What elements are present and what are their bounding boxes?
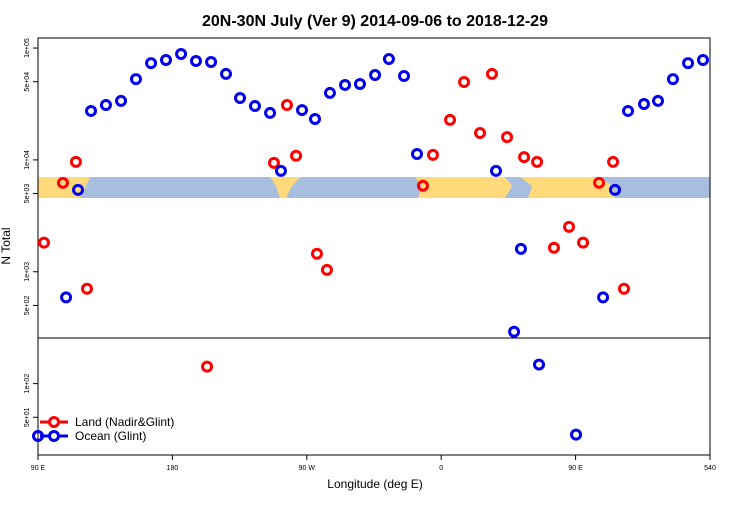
- point: [264, 106, 277, 119]
- point: [320, 263, 333, 276]
- x-tick-label: 90 E: [31, 465, 46, 472]
- point: [310, 247, 323, 260]
- x-tick-label: 0: [439, 465, 443, 472]
- point: [637, 98, 650, 111]
- point: [72, 183, 85, 196]
- legend-label: Ocean (Glint): [75, 429, 146, 443]
- point: [280, 98, 293, 111]
- point: [56, 176, 69, 189]
- legend-marker: [48, 416, 60, 428]
- point: [309, 113, 322, 126]
- point: [290, 149, 303, 162]
- point: [652, 94, 665, 107]
- point: [267, 156, 280, 169]
- point: [69, 155, 82, 168]
- y-tick-label: 5e+03: [24, 184, 31, 204]
- point: [99, 98, 112, 111]
- point: [159, 54, 172, 67]
- y-tick-label: 5e+04: [24, 72, 31, 92]
- point: [426, 148, 439, 161]
- map-strip: [38, 177, 710, 198]
- point: [577, 236, 590, 249]
- point: [682, 57, 695, 70]
- point: [296, 104, 309, 117]
- point: [37, 236, 50, 249]
- point: [617, 282, 630, 295]
- point: [369, 69, 382, 82]
- chart-title: 20N-30N July (Ver 9) 2014-09-06 to 2018-…: [202, 13, 548, 30]
- point: [80, 282, 93, 295]
- point: [508, 325, 521, 338]
- point: [398, 70, 411, 83]
- x-axis-label: Longitude (deg E): [327, 477, 422, 491]
- point: [248, 100, 261, 113]
- point: [382, 53, 395, 66]
- point: [234, 91, 247, 104]
- point: [444, 113, 457, 126]
- point: [622, 104, 635, 117]
- plot-frame: [37, 37, 711, 456]
- point: [201, 360, 214, 373]
- point: [274, 164, 287, 177]
- point: [501, 131, 514, 144]
- point: [175, 48, 188, 61]
- point: [490, 164, 503, 177]
- point: [85, 104, 98, 117]
- point: [547, 241, 560, 254]
- y-tick-label: 1e+05: [24, 38, 31, 58]
- point: [531, 155, 544, 168]
- point: [416, 179, 429, 192]
- point: [696, 54, 709, 67]
- point: [458, 76, 471, 89]
- point: [115, 94, 128, 107]
- y-axis-label: N Total: [0, 227, 13, 264]
- y-tick-label: 1e+04: [24, 150, 31, 170]
- x-tick-label: 540: [704, 465, 716, 472]
- x-tick-label: 180: [167, 465, 179, 472]
- x-tick-label: 90 E: [568, 465, 583, 472]
- point: [353, 78, 366, 91]
- point: [205, 56, 218, 69]
- y-tick-label: 1e+03: [24, 262, 31, 282]
- point: [570, 428, 583, 441]
- point: [411, 147, 424, 160]
- x-tick-label: 90 W: [299, 465, 316, 472]
- point: [220, 67, 233, 80]
- point: [129, 73, 142, 86]
- legend-label: Land (Nadir&Glint): [75, 415, 174, 429]
- point: [597, 291, 610, 304]
- point: [339, 78, 352, 91]
- y-tick-label: 1e+02: [24, 374, 31, 394]
- point: [607, 155, 620, 168]
- legend-marker: [48, 430, 60, 442]
- point: [666, 73, 679, 86]
- point: [189, 55, 202, 68]
- point: [474, 127, 487, 140]
- point: [514, 242, 527, 255]
- point: [485, 67, 498, 80]
- point: [563, 220, 576, 233]
- y-tick-label: 5e+02: [24, 295, 31, 315]
- point: [60, 291, 73, 304]
- point: [145, 57, 158, 70]
- point: [609, 183, 622, 196]
- y-tick-label: 5e+01: [24, 407, 31, 427]
- point: [323, 86, 336, 99]
- point: [518, 151, 531, 164]
- point: [593, 176, 606, 189]
- point: [533, 358, 546, 371]
